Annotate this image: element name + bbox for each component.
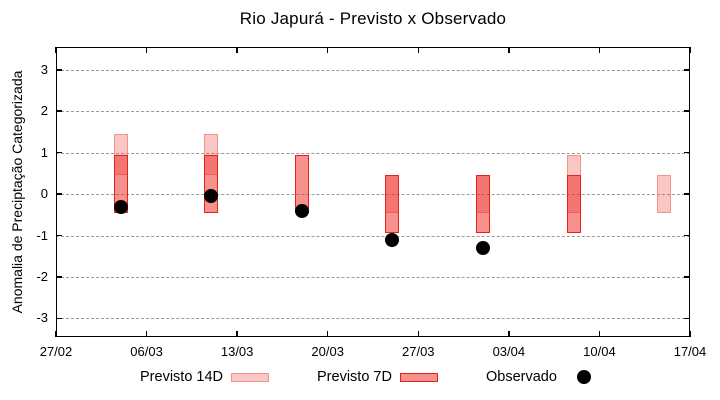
observado-dot bbox=[294, 203, 309, 218]
x-tick-label: 10/04 bbox=[583, 344, 616, 359]
x-tick-mark bbox=[236, 331, 238, 337]
x-tick-mark bbox=[145, 47, 148, 53]
legend-label: Previsto 14D bbox=[140, 369, 224, 385]
y-tick-mark bbox=[56, 276, 62, 278]
legend-item-previsto-7d: Previsto 7D bbox=[317, 369, 438, 385]
x-tick-mark bbox=[508, 331, 510, 337]
gridline-y2 bbox=[56, 111, 690, 113]
legend-swatch bbox=[399, 372, 438, 382]
plot-area bbox=[55, 47, 691, 337]
gridline-y-1 bbox=[56, 235, 690, 237]
plot-border bbox=[56, 47, 690, 337]
x-tick-mark bbox=[326, 47, 329, 53]
legend-label: Observado bbox=[486, 369, 557, 385]
chart-title: Rio Japurá - Previsto x Observado bbox=[239, 9, 507, 28]
gridline-y3 bbox=[56, 69, 690, 71]
y-tick-mark bbox=[56, 69, 62, 71]
x-tick-mark bbox=[236, 47, 238, 53]
x-tick-mark bbox=[508, 47, 510, 53]
x-tick-mark bbox=[689, 47, 691, 53]
y-tick-mark bbox=[56, 317, 62, 320]
y-tick-label: 1 bbox=[40, 144, 48, 160]
y-tick-label: 2 bbox=[40, 103, 48, 119]
observado-dot bbox=[204, 189, 219, 204]
legend-label: Previsto 7D bbox=[317, 369, 392, 385]
gridline-y1 bbox=[56, 152, 690, 154]
y-tick-mark bbox=[56, 110, 62, 112]
y-tick-mark bbox=[684, 234, 690, 237]
y-tick-mark bbox=[56, 193, 62, 195]
x-tick-label: 13/03 bbox=[220, 344, 254, 359]
x-tick-label: 27/03 bbox=[402, 344, 435, 359]
x-tick-label: 03/04 bbox=[492, 344, 526, 359]
y-tick-mark bbox=[684, 276, 690, 278]
y-tick-mark bbox=[56, 234, 62, 237]
x-tick-label: 06/03 bbox=[130, 344, 163, 359]
x-tick-mark bbox=[598, 47, 601, 53]
x-tick-label: 27/02 bbox=[39, 344, 73, 359]
y-tick-label: 0 bbox=[40, 186, 48, 202]
x-tick-mark bbox=[145, 331, 148, 337]
y-tick-mark bbox=[56, 151, 62, 154]
gridline-y-2 bbox=[56, 276, 690, 278]
observado-dot bbox=[385, 232, 400, 247]
x-tick-mark bbox=[598, 331, 601, 337]
x-tick-mark bbox=[326, 331, 329, 337]
y-tick-label: -3 bbox=[36, 310, 48, 326]
y-tick-label: -2 bbox=[36, 268, 48, 284]
y-tick-mark bbox=[684, 193, 690, 195]
x-tick-mark bbox=[417, 47, 420, 53]
x-tick-label: 17/04 bbox=[673, 344, 707, 359]
gridline-y0 bbox=[56, 194, 690, 196]
bar-previsto-14d bbox=[657, 175, 672, 213]
y-tick-mark bbox=[684, 317, 690, 320]
x-tick-mark bbox=[689, 331, 691, 337]
bar-previsto-7d bbox=[566, 175, 581, 234]
legend-item-previsto-14d: Previsto 14D bbox=[140, 369, 270, 385]
x-tick-label: 20/03 bbox=[311, 344, 344, 359]
x-tick-mark bbox=[417, 331, 420, 337]
y-tick-mark bbox=[684, 110, 690, 112]
y-tick-mark bbox=[684, 151, 690, 154]
observado-dot bbox=[113, 199, 128, 214]
gridline-y-3 bbox=[56, 318, 690, 320]
legend-item-observado: Observado bbox=[486, 369, 591, 385]
y-tick-label: 3 bbox=[40, 61, 48, 77]
y-tick-label: -1 bbox=[36, 227, 48, 243]
y-tick-mark bbox=[684, 69, 690, 71]
legend-swatch bbox=[231, 372, 270, 382]
observado-dot bbox=[475, 240, 490, 255]
legend-dot-icon bbox=[576, 370, 591, 384]
bar-previsto-7d bbox=[475, 175, 490, 234]
